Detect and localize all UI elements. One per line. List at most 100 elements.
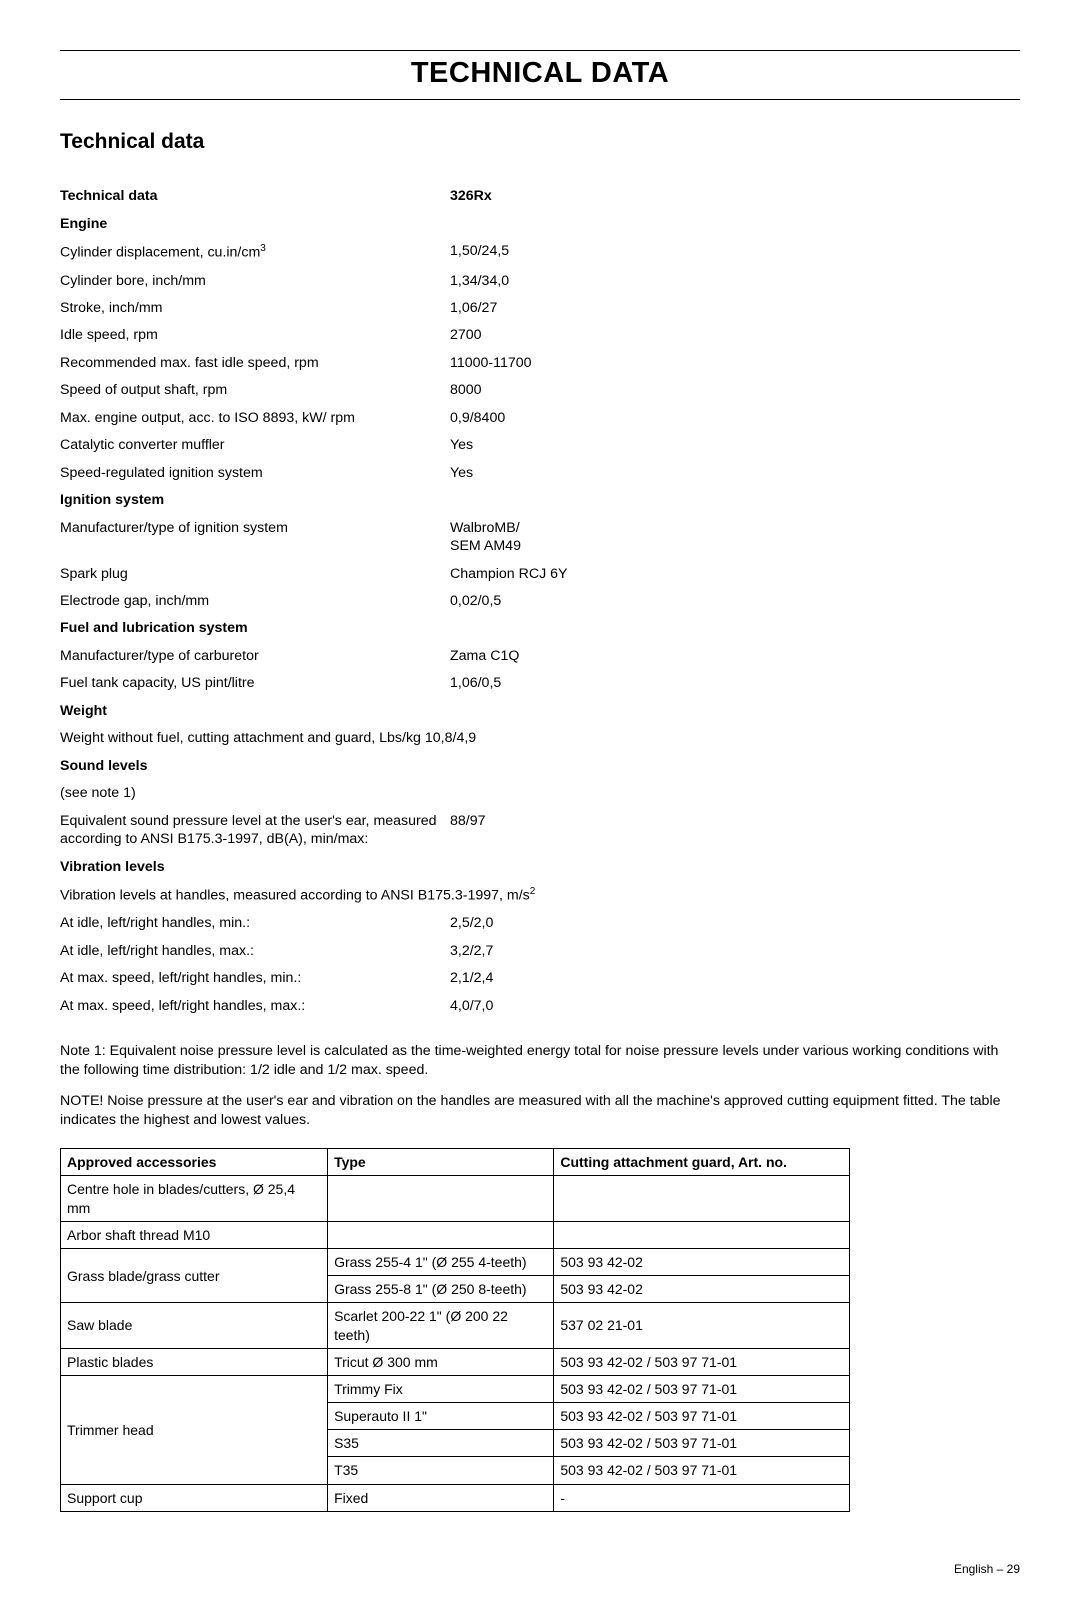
acc-type: Scarlet 200-22 1" (Ø 200 22 teeth): [328, 1303, 554, 1348]
main-title: TECHNICAL DATA: [60, 55, 1020, 100]
footer-page: 29: [1007, 1562, 1020, 1576]
spec-label-idle_max: At idle, left/right handles, max.:: [60, 937, 450, 964]
acc-type: Grass 255-4 1" (Ø 255 4-teeth): [328, 1248, 554, 1275]
spec-table: Technical data326RxEngineCylinder displa…: [60, 183, 1020, 1020]
acc-type: Superauto II 1": [328, 1403, 554, 1430]
spec-label-idle: Idle speed, rpm: [60, 322, 450, 349]
spec-label-max_min: At max. speed, left/right handles, min.:: [60, 965, 450, 992]
spec-label-cat_muffler: Catalytic converter muffler: [60, 432, 450, 459]
spec-label-cyl_disp: Cylinder displacement, cu.in/cm3: [60, 238, 450, 267]
spec-row-idle_max: At idle, left/right handles, max.:3,2/2,…: [60, 937, 1020, 964]
spec-label-ign_type: Manufacturer/type of ignition system: [60, 514, 450, 560]
section-weight-title: Weight: [60, 697, 1020, 724]
section-engine-title: Engine: [60, 210, 1020, 237]
acc-type: S35: [328, 1430, 554, 1457]
spec-label-max_engine: Max. engine output, acc. to ISO 8893, kW…: [60, 404, 450, 431]
acc-type: [328, 1176, 554, 1221]
section-vibration-title: Vibration levels: [60, 853, 1020, 880]
acc-type: [328, 1221, 554, 1248]
acc-row: Saw bladeScarlet 200-22 1" (Ø 200 22 tee…: [61, 1303, 850, 1348]
section-sound-title: Sound levels: [60, 752, 1020, 779]
spec-label-note1ref: (see note 1): [60, 780, 450, 807]
spec-row-idle: Idle speed, rpm2700: [60, 322, 1020, 349]
acc-guard: [554, 1176, 850, 1221]
spec-label-output_shaft: Speed of output shaft, rpm: [60, 377, 450, 404]
spec-header-model: 326Rx: [450, 183, 1020, 210]
spec-row-output_shaft: Speed of output shaft, rpm8000: [60, 377, 1020, 404]
acc-guard: 503 93 42-02 / 503 97 71-01: [554, 1348, 850, 1375]
spec-row-stroke: Stroke, inch/mm1,06/27: [60, 295, 1020, 322]
acc-accessory: Arbor shaft thread M10: [61, 1221, 328, 1248]
acc-guard: [554, 1221, 850, 1248]
section-ignition-title: Ignition system: [60, 487, 1020, 514]
spec-value-ign_type: WalbroMB/ SEM AM49: [450, 514, 1020, 560]
spec-value-note1ref: [450, 780, 1020, 807]
spec-row-eq_sound: Equivalent sound pressure level at the u…: [60, 807, 1020, 853]
spec-row-ign_type: Manufacturer/type of ignition systemWalb…: [60, 514, 1020, 560]
acc-type: Grass 255-8 1" (Ø 250 8-teeth): [328, 1276, 554, 1303]
spec-label-vib_label: Vibration levels at handles, measured ac…: [60, 881, 1020, 910]
acc-type: T35: [328, 1457, 554, 1484]
superscript: 2: [530, 886, 536, 897]
acc-accessory: Plastic blades: [61, 1348, 328, 1375]
spec-row-idle_min: At idle, left/right handles, min.:2,5/2,…: [60, 910, 1020, 937]
spec-value-cyl_disp: 1,50/24,5: [450, 238, 1020, 267]
spec-label-cyl_bore: Cylinder bore, inch/mm: [60, 267, 450, 294]
spec-row-note1ref: (see note 1): [60, 780, 1020, 807]
spec-value-tank: 1,06/0,5: [450, 670, 1020, 697]
spec-value-speed_ign: Yes: [450, 459, 1020, 486]
spec-label-stroke: Stroke, inch/mm: [60, 295, 450, 322]
acc-guard: 503 93 42-02: [554, 1276, 850, 1303]
footer-lang: English: [954, 1562, 993, 1576]
acc-row: Plastic bladesTricut Ø 300 mm503 93 42-0…: [61, 1348, 850, 1375]
acc-guard: 503 93 42-02 / 503 97 71-01: [554, 1430, 850, 1457]
acc-type: Tricut Ø 300 mm: [328, 1348, 554, 1375]
acc-accessory: Saw blade: [61, 1303, 328, 1348]
spec-value-max_min: 2,1/2,4: [450, 965, 1020, 992]
spec-row-max_engine: Max. engine output, acc. to ISO 8893, kW…: [60, 404, 1020, 431]
spec-row-cyl_bore: Cylinder bore, inch/mm1,34/34,0: [60, 267, 1020, 294]
section-fuel-title: Fuel and lubrication system: [60, 615, 1020, 642]
acc-accessory: Support cup: [61, 1484, 328, 1511]
spec-value-eq_sound: 88/97: [450, 807, 1020, 853]
note-2: NOTE! Noise pressure at the user's ear a…: [60, 1092, 1020, 1130]
spec-row-tank: Fuel tank capacity, US pint/litre1,06/0,…: [60, 670, 1020, 697]
acc-accessory: Grass blade/grass cutter: [61, 1248, 328, 1302]
spec-row-vib_label: Vibration levels at handles, measured ac…: [60, 881, 1020, 910]
spec-label-idle_min: At idle, left/right handles, min.:: [60, 910, 450, 937]
acc-guard: 503 93 42-02 / 503 97 71-01: [554, 1457, 850, 1484]
spec-row-electrode: Electrode gap, inch/mm0,02/0,5: [60, 588, 1020, 615]
spec-value-stroke: 1,06/27: [450, 295, 1020, 322]
page-footer: English – 29: [60, 1562, 1020, 1578]
spec-header-label: Technical data: [60, 183, 450, 210]
spec-label-tank: Fuel tank capacity, US pint/litre: [60, 670, 450, 697]
acc-row: Grass blade/grass cutterGrass 255-4 1" (…: [61, 1248, 850, 1275]
top-rule: [60, 50, 1020, 51]
spec-row-max_max: At max. speed, left/right handles, max.:…: [60, 992, 1020, 1019]
spec-value-carb: Zama C1Q: [450, 642, 1020, 669]
acc-accessory: Trimmer head: [61, 1375, 328, 1484]
spec-value-output_shaft: 8000: [450, 377, 1020, 404]
spec-row-speed_ign: Speed-regulated ignition systemYes: [60, 459, 1020, 486]
spec-row-max_min: At max. speed, left/right handles, min.:…: [60, 965, 1020, 992]
spec-row-max_idle: Recommended max. fast idle speed, rpm110…: [60, 349, 1020, 376]
spec-value-spark: Champion RCJ 6Y: [450, 560, 1020, 587]
acc-row: Trimmer headTrimmy Fix503 93 42-02 / 503…: [61, 1375, 850, 1402]
spec-value-idle_max: 3,2/2,7: [450, 937, 1020, 964]
acc-guard: 503 93 42-02 / 503 97 71-01: [554, 1403, 850, 1430]
spec-row-weight_no_fuel: Weight without fuel, cutting attachment …: [60, 725, 1020, 752]
acc-guard: -: [554, 1484, 850, 1511]
acc-type: Trimmy Fix: [328, 1375, 554, 1402]
spec-row-carb: Manufacturer/type of carburetorZama C1Q: [60, 642, 1020, 669]
spec-value-max_idle: 11000-11700: [450, 349, 1020, 376]
superscript: 3: [260, 243, 266, 254]
spec-value-idle: 2700: [450, 322, 1020, 349]
acc-header-0: Approved accessories: [61, 1149, 328, 1176]
spec-label-max_idle: Recommended max. fast idle speed, rpm: [60, 349, 450, 376]
acc-guard: 503 93 42-02: [554, 1248, 850, 1275]
acc-header-1: Type: [328, 1149, 554, 1176]
spec-row-cat_muffler: Catalytic converter mufflerYes: [60, 432, 1020, 459]
spec-value-electrode: 0,02/0,5: [450, 588, 1020, 615]
spec-value-idle_min: 2,5/2,0: [450, 910, 1020, 937]
acc-guard: 503 93 42-02 / 503 97 71-01: [554, 1375, 850, 1402]
